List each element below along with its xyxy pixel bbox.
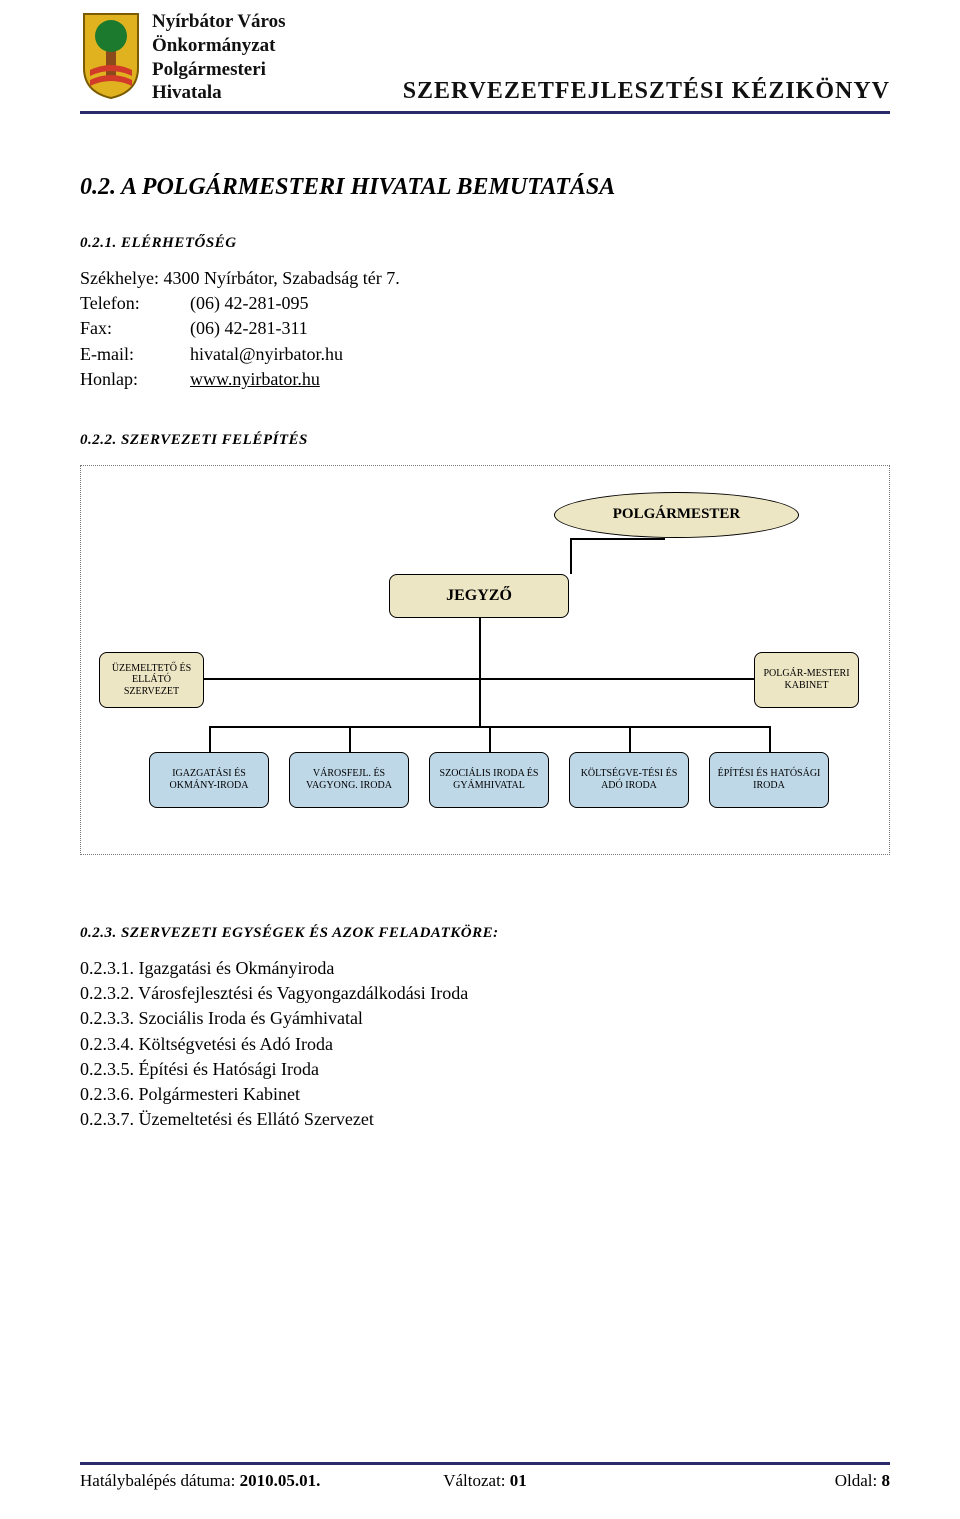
doc-title: SZERVEZETFEJLESZTÉSI KÉZIKÖNYV — [403, 78, 890, 105]
footer-right: Oldal: 8 — [835, 1471, 890, 1491]
org-node-mayor: POLGÁRMESTER — [554, 492, 799, 538]
org-logo — [80, 10, 142, 100]
orgchart: POLGÁRMESTER JEGYZŐ ÜZEMELTETŐ ÉS ELLÁTÓ… — [99, 492, 871, 814]
org-node-koltsegvetesi: KÖLTSÉGVE-TÉSI ÉS ADÓ IRODA — [569, 752, 689, 808]
connector — [349, 726, 351, 752]
contact-fax: Fax: (06) 42-281-311 — [80, 316, 890, 341]
org-node-igazgatasi: IGAZGATÁSI ÉS OKMÁNY-IRODA — [149, 752, 269, 808]
connector — [209, 726, 211, 752]
org-node-varosfejl: VÁROSFEJL. ÉS VAGYONG. IRODA — [289, 752, 409, 808]
org-line: Polgármesteri — [152, 58, 286, 82]
unit-list: 0.2.3.1. Igazgatási és Okmányiroda 0.2.3… — [80, 956, 890, 1132]
connector — [479, 678, 481, 726]
org-line: Önkormányzat — [152, 34, 286, 58]
unit-item: 0.2.3.5. Építési és Hatósági Iroda — [80, 1057, 890, 1082]
section-subheading-units: 0.2.3. SZERVEZETI EGYSÉGEK ÉS AZOK FELAD… — [80, 925, 890, 942]
org-node-epitesi: ÉPÍTÉSI ÉS HATÓSÁGI IRODA — [709, 752, 829, 808]
org-node-szocialis: SZOCIÁLIS IRODA ÉS GYÁMHIVATAL — [429, 752, 549, 808]
unit-item: 0.2.3.3. Szociális Iroda és Gyámhivatal — [80, 1006, 890, 1031]
contact-phone: Telefon: (06) 42-281-095 — [80, 291, 890, 316]
unit-item: 0.2.3.7. Üzemeltetési és Ellátó Szerveze… — [80, 1107, 890, 1132]
org-line: Nyírbátor Város — [152, 10, 286, 34]
doc-footer: Hatálybalépés dátuma: 2010.05.01. Változ… — [80, 1462, 890, 1491]
contact-web: Honlap: www.nyirbator.hu — [80, 367, 890, 392]
unit-item: 0.2.3.2. Városfejlesztési és Vagyongazdá… — [80, 981, 890, 1006]
unit-item: 0.2.3.6. Polgármesteri Kabinet — [80, 1082, 890, 1107]
doc-header: Nyírbátor Város Önkormányzat Polgármeste… — [80, 10, 890, 114]
connector — [479, 618, 481, 678]
section-subheading-contact: 0.2.1. ELÉRHETŐSÉG — [80, 235, 890, 252]
footer-mid: Változat: 01 — [443, 1471, 527, 1491]
section-subheading-structure: 0.2.2. SZERVEZETI FELÉPÍTÉS — [80, 432, 890, 449]
website-link[interactable]: www.nyirbator.hu — [190, 369, 320, 389]
footer-left: Hatálybalépés dátuma: 2010.05.01. — [80, 1471, 320, 1491]
contact-email: E-mail: hivatal@nyirbator.hu — [80, 342, 890, 367]
org-node-jegyzo: JEGYZŐ — [389, 574, 569, 618]
unit-item: 0.2.3.1. Igazgatási és Okmányiroda — [80, 956, 890, 981]
connector — [769, 726, 771, 752]
org-node-uzemelteto: ÜZEMELTETŐ ÉS ELLÁTÓ SZERVEZET — [99, 652, 204, 708]
unit-item: 0.2.3.4. Költségvetési és Adó Iroda — [80, 1032, 890, 1057]
connector — [489, 726, 491, 752]
org-node-kabinet: POLGÁR-MESTERI KABINET — [754, 652, 859, 708]
connector — [570, 538, 665, 540]
org-name-block: Nyírbátor Város Önkormányzat Polgármeste… — [152, 10, 286, 105]
connector — [629, 726, 631, 752]
contact-address: Székhelye: 4300 Nyírbátor, Szabadság tér… — [80, 266, 890, 291]
org-line: Hivatala — [152, 81, 286, 105]
connector — [570, 538, 572, 574]
contact-block: Székhelye: 4300 Nyírbátor, Szabadság tér… — [80, 266, 890, 392]
section-heading: 0.2. A POLGÁRMESTERI HIVATAL BEMUTATÁSA — [80, 174, 890, 201]
orgchart-frame: POLGÁRMESTER JEGYZŐ ÜZEMELTETŐ ÉS ELLÁTÓ… — [80, 465, 890, 855]
